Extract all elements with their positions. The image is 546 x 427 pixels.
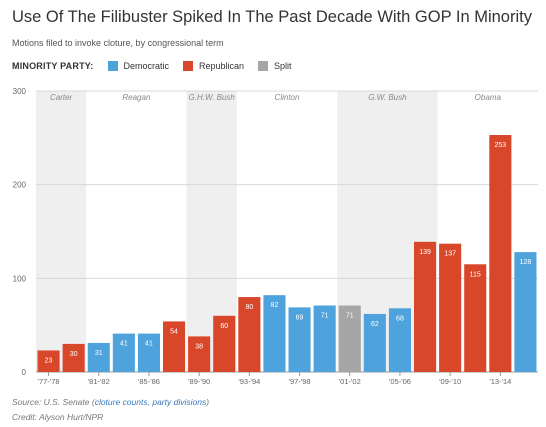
- bar-0: [37, 350, 60, 372]
- bar-10: [288, 307, 311, 372]
- source-note: Source: U.S. Senate (cloture counts, par…: [12, 397, 209, 407]
- bar-3: [112, 333, 135, 372]
- y-tick-label-200: 200: [13, 181, 27, 190]
- bar-17: [464, 264, 487, 372]
- bar-7: [213, 315, 236, 372]
- source-suffix: ): [206, 397, 210, 407]
- x-tick-label-16: '09-'10: [439, 377, 461, 386]
- legend-text-democratic: Democratic: [123, 61, 170, 71]
- x-tick-label-2: '81-'82: [88, 377, 110, 386]
- bar-value-label-16: 137: [444, 251, 456, 258]
- presidency-label-1: Reagan: [122, 93, 151, 102]
- legend-swatch-republican: [183, 61, 194, 71]
- legend-item-republican: Republican: [183, 61, 244, 71]
- bar-value-label-18: 253: [495, 142, 507, 149]
- bar-value-label-17: 115: [470, 271, 481, 278]
- chart-title: Use Of The Filibuster Spiked In The Past…: [12, 8, 532, 26]
- bar-value-label-6: 38: [195, 343, 203, 350]
- x-tick-label-10: '97-'98: [289, 377, 311, 386]
- legend-item-democratic: Democratic: [107, 61, 170, 71]
- presidency-label-2: G.H.W. Bush: [189, 93, 236, 102]
- y-tick-label-300: 300: [13, 87, 27, 96]
- bar-11: [313, 305, 336, 372]
- bar-1: [62, 343, 85, 372]
- bar-16: [439, 243, 462, 372]
- legend-swatch-split: [258, 61, 269, 71]
- presidency-label-5: Obama: [475, 93, 502, 102]
- y-tick-label-0: 0: [22, 368, 27, 377]
- bar-14: [388, 308, 411, 372]
- party-divisions-link[interactable]: party divisions: [152, 397, 207, 407]
- bar-value-label-19: 128: [520, 259, 532, 266]
- x-tick-label-8: '93-'94: [238, 377, 260, 386]
- bar-value-label-4: 41: [145, 341, 153, 348]
- presidency-label-3: Clinton: [275, 93, 300, 102]
- x-tick-label-12: '01-'02: [339, 377, 361, 386]
- source-separator: ,: [147, 397, 153, 407]
- bar-value-label-10: 69: [296, 314, 304, 321]
- bar-9: [263, 295, 286, 372]
- bar-value-label-12: 71: [346, 312, 354, 319]
- presidency-label-4: G.W. Bush: [368, 93, 407, 102]
- chart-subtitle: Motions filed to invoke cloture, by cong…: [12, 38, 224, 48]
- bar-value-label-15: 139: [419, 249, 431, 256]
- bar-12: [338, 305, 361, 372]
- bar-value-label-5: 54: [170, 328, 178, 335]
- bar-value-label-9: 82: [271, 302, 279, 309]
- legend-swatch-democratic: [107, 61, 118, 71]
- cloture-counts-link[interactable]: cloture counts: [94, 397, 148, 407]
- bar-value-label-0: 23: [45, 357, 53, 364]
- bar-value-label-14: 68: [396, 315, 404, 322]
- x-tick-label-0: '77-'78: [38, 377, 60, 386]
- legend-text-split: Split: [274, 61, 292, 71]
- legend: MINORITY PARTY: Democratic Republican Sp…: [12, 59, 306, 73]
- bar-18: [489, 135, 512, 372]
- presidency-band-0: [36, 91, 87, 372]
- legend-text-republican: Republican: [199, 61, 245, 71]
- x-tick-label-18: '13-'14: [489, 377, 511, 386]
- bar-15: [414, 241, 437, 372]
- bar-2: [87, 342, 110, 372]
- bar-4: [137, 333, 160, 372]
- bar-value-label-11: 71: [321, 312, 329, 319]
- bar-13: [363, 313, 386, 372]
- x-tick-label-6: '89-'90: [188, 377, 210, 386]
- bar-value-label-1: 30: [70, 351, 78, 358]
- legend-item-split: Split: [258, 61, 292, 71]
- bar-6: [188, 336, 211, 372]
- bar-8: [238, 297, 261, 372]
- source-prefix: Source: U.S. Senate (: [12, 397, 95, 407]
- y-tick-label-100: 100: [13, 274, 27, 283]
- bar-value-label-8: 80: [245, 304, 253, 311]
- bar-5: [163, 321, 186, 372]
- bar-19: [514, 252, 537, 372]
- bar-value-label-3: 41: [120, 341, 128, 348]
- bar-value-label-13: 62: [371, 321, 379, 328]
- credit-note: Credit: Alyson Hurt/NPR: [12, 412, 104, 422]
- cloture-bar-chart: Carter Reagan G.H.W. Bush Clinton G.W. Bush O…: [13, 87, 538, 386]
- x-tick-label-14: '05-'06: [389, 377, 411, 386]
- legend-label: MINORITY PARTY:: [12, 61, 94, 71]
- bar-value-label-2: 31: [95, 350, 103, 357]
- x-tick-label-4: '85-'86: [138, 377, 160, 386]
- bar-value-label-7: 60: [220, 323, 228, 330]
- presidency-label-0: Carter: [50, 93, 73, 102]
